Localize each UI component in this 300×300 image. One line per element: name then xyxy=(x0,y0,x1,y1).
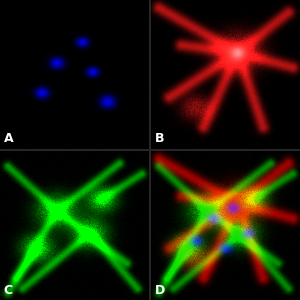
Text: D: D xyxy=(154,284,165,296)
Text: B: B xyxy=(154,133,164,146)
Text: A: A xyxy=(4,133,13,146)
Text: C: C xyxy=(4,284,13,296)
